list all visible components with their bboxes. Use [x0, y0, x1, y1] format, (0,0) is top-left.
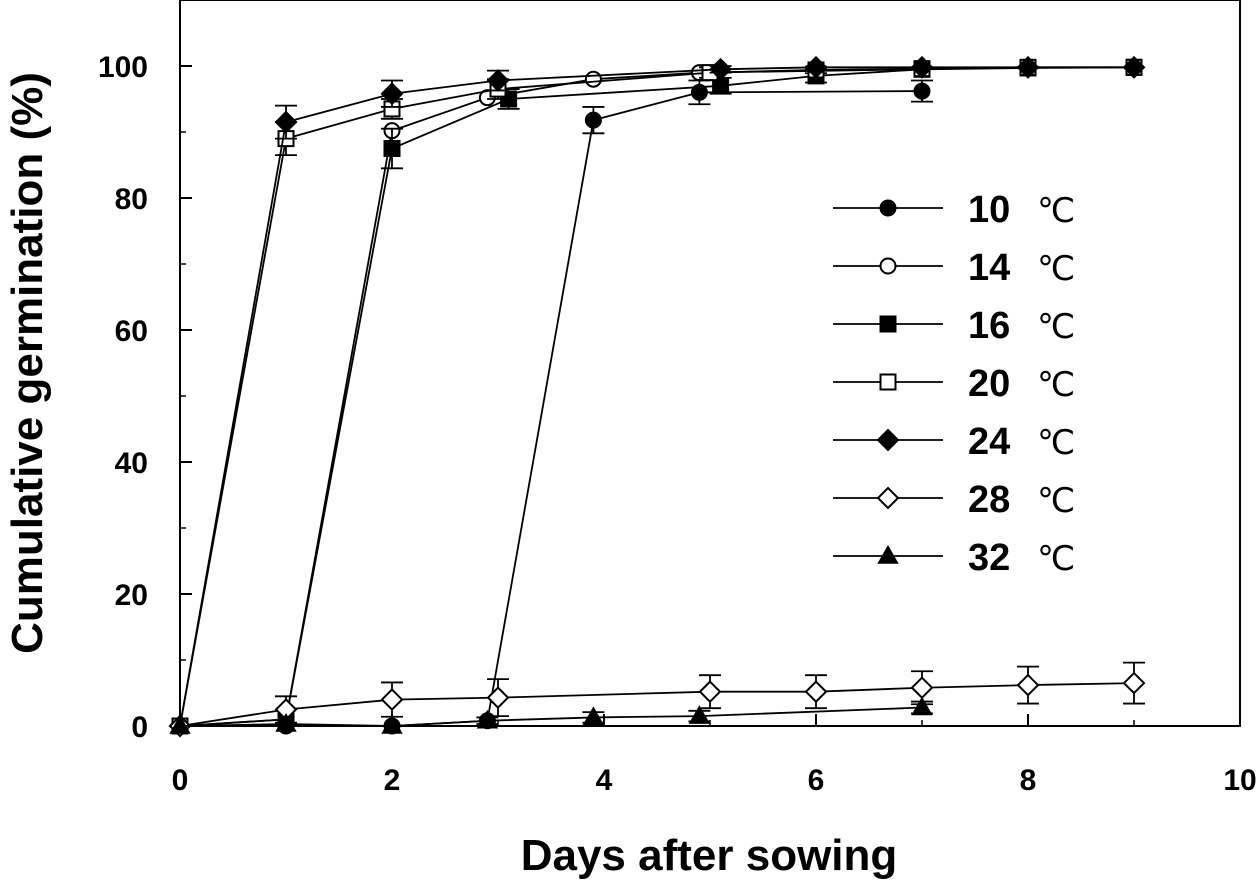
legend-item-24: 24 ℃ [833, 421, 1075, 463]
legend-marker [877, 544, 899, 564]
y-tick-label: 40 [115, 447, 148, 480]
legend-label: 28 [968, 479, 1010, 521]
data-point [486, 69, 510, 92]
legend-marker [876, 486, 900, 510]
x-tick-label: 0 [172, 764, 189, 797]
data-point [380, 688, 404, 712]
data-point [910, 55, 934, 79]
legend-unit: ℃ [1037, 423, 1075, 463]
data-point [690, 83, 708, 101]
series-10 [171, 79, 933, 735]
data-point [804, 55, 828, 79]
series-32 [169, 696, 933, 734]
legend: 10 ℃ 14 ℃ 16 ℃ 20 ℃ 24 ℃ 28 ℃ 32 ℃ [833, 189, 1075, 579]
legend-label: 10 [968, 189, 1010, 231]
data-point [1122, 671, 1146, 695]
x-tick-label: 8 [1020, 764, 1037, 797]
legend-marker [879, 373, 897, 391]
legend-label: 14 [968, 247, 1010, 289]
legend-unit: ℃ [1037, 539, 1075, 579]
data-point [486, 686, 510, 710]
series-line [179, 682, 1135, 727]
y-tick-label: 20 [115, 579, 148, 612]
legend-marker [879, 257, 897, 275]
series-line [180, 90, 923, 727]
x-tick-label: 6 [808, 764, 825, 797]
legend-unit: ℃ [1037, 249, 1075, 289]
legend-unit: ℃ [1037, 481, 1075, 521]
legend-label: 16 [968, 305, 1010, 347]
legend-label: 20 [968, 363, 1010, 405]
data-point [709, 57, 733, 81]
data-point [698, 680, 722, 704]
data-point [1016, 673, 1040, 697]
plot-area [179, 0, 1241, 727]
data-point [911, 696, 933, 716]
legend-item-10: 10 ℃ [833, 189, 1075, 231]
y-axis-title: Cumulative germination (%) [3, 72, 52, 654]
data-point [274, 110, 298, 134]
data-point [275, 713, 297, 732]
data-point [910, 676, 934, 700]
x-tick-label: 4 [596, 764, 613, 797]
y-tick-label: 0 [131, 711, 148, 744]
data-point [1122, 55, 1146, 79]
x-tick-label: 2 [384, 764, 401, 797]
y-tick-label: 100 [98, 51, 148, 84]
legend-item-32: 32 ℃ [833, 537, 1075, 579]
legend-unit: ℃ [1037, 307, 1075, 347]
data-point [383, 140, 401, 157]
legend-item-14: 14 ℃ [833, 247, 1075, 289]
data-point [169, 714, 191, 734]
legend-marker [879, 199, 897, 217]
legend-label: 32 [968, 537, 1010, 579]
legend-label: 24 [968, 421, 1010, 463]
data-point [381, 714, 403, 734]
y-tick-label: 80 [115, 183, 148, 216]
legend-item-28: 28 ℃ [833, 479, 1075, 521]
legend-unit: ℃ [1037, 191, 1075, 231]
data-point [913, 82, 931, 100]
data-point [1016, 55, 1040, 79]
data-point [582, 706, 605, 726]
y-tick-label: 60 [115, 315, 148, 348]
legend-unit: ℃ [1037, 365, 1075, 405]
series-14 [171, 60, 931, 735]
x-axis-title: Days after sowing [521, 831, 898, 880]
plot-frame [179, 0, 1241, 727]
data-point [584, 70, 602, 88]
legend-marker [879, 315, 897, 333]
data-point [804, 680, 828, 704]
series-group [168, 55, 1146, 738]
series-line [179, 68, 923, 727]
series-24 [168, 55, 1146, 738]
legend-marker [876, 428, 900, 452]
data-point [380, 82, 404, 106]
data-point [476, 709, 499, 729]
x-tick-label: 10 [1223, 764, 1256, 797]
legend-item-20: 20 ℃ [833, 363, 1075, 405]
legend-item-16: 16 ℃ [833, 305, 1075, 347]
data-point [584, 111, 602, 129]
data-point [688, 705, 711, 724]
